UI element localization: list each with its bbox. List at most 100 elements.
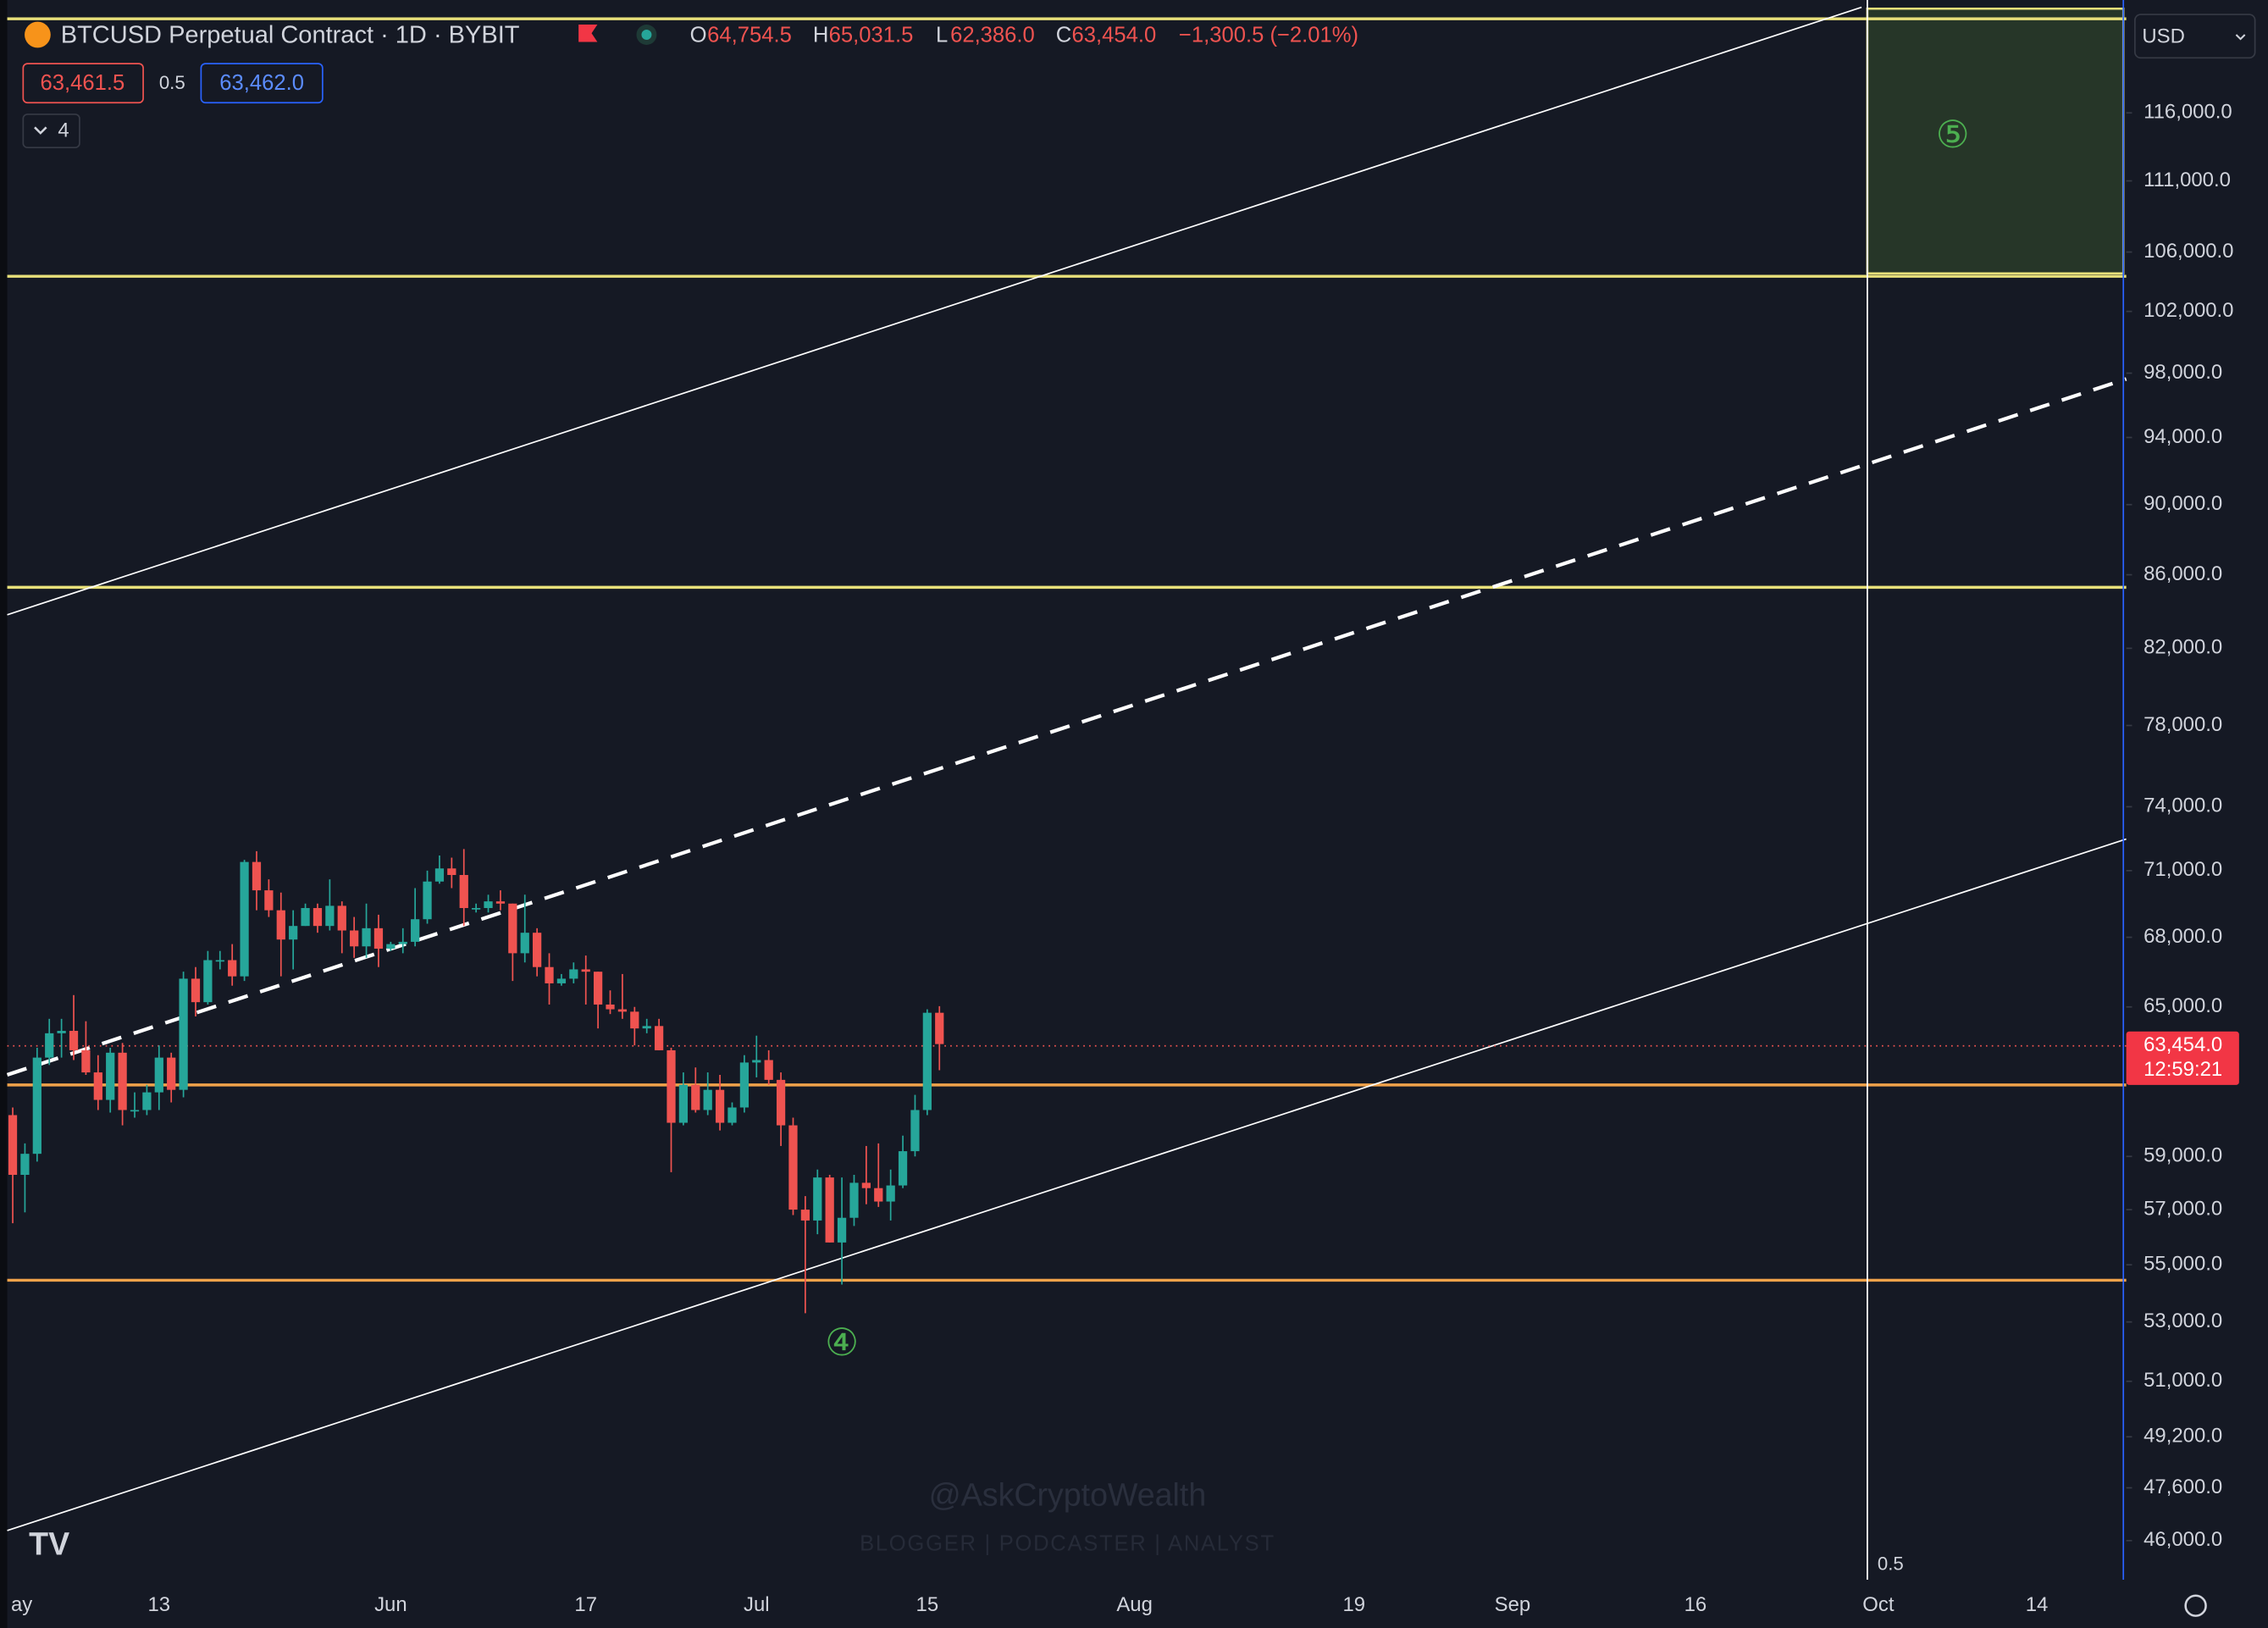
y-tick-label: 78,000.0 [2144,713,2222,736]
x-tick-label: Sep [1495,1593,1531,1616]
x-tick-label: 16 [1684,1593,1707,1616]
wave-label: ⑤ [1936,114,1970,156]
candle-body [581,969,590,972]
y-tick-label: 74,000.0 [2144,795,2222,817]
candle-body [556,978,567,983]
candle-body [373,928,384,949]
candle-body [874,1188,883,1202]
candle-body [922,1012,932,1110]
candle-body [910,1110,920,1152]
candle-body [167,1057,176,1090]
wave-label: ④ [825,1322,859,1364]
y-tick-label: 47,600.0 [2144,1476,2222,1498]
candle-body [520,933,529,954]
watermark-sub: BLOGGER | PODCASTER | ANALYST [860,1532,1275,1556]
y-tick-label: 65,000.0 [2144,994,2222,1017]
candle-body [667,1049,676,1123]
indicator-count: 4 [58,119,69,142]
candle-body [81,1049,91,1073]
symbol[interactable]: BTCUSD Perpetual Contract · 1D · BYBIT [61,21,520,48]
candle-body [179,978,188,1090]
candle-body [849,1182,859,1218]
currency[interactable]: USD [2142,25,2184,48]
candle-body [459,874,468,909]
candle-body [69,1031,79,1050]
bid-box[interactable] [22,63,144,104]
settings-icon[interactable] [2184,1594,2207,1617]
candle-body [508,903,517,954]
y-tick-label: 116,000.0 [2144,101,2232,124]
candle-body [788,1125,798,1210]
y-tick-label: 82,000.0 [2144,636,2222,659]
candle-body [861,1182,871,1188]
candle-body [398,941,407,944]
tv-logo: TV [29,1526,69,1562]
ohlc-value: 62,386.0 [950,23,1035,47]
ask-box[interactable] [200,63,324,104]
candle-body [106,1052,115,1100]
candle-body [434,868,445,882]
last-price: 63,454.0 [2144,1033,2222,1056]
y-tick-label: 86,000.0 [2144,562,2222,585]
candle-body [752,1060,761,1063]
ask[interactable]: 63,462.0 [219,71,304,95]
candle-body [764,1060,773,1080]
candle-body [325,905,335,927]
x-tick-label: Oct [1862,1593,1895,1616]
currency-select[interactable] [2134,14,2256,59]
candle-body [350,930,359,947]
drawings [6,0,2127,1580]
x-tick-label: 13 [148,1593,171,1616]
y-tick-label: 106,000.0 [2144,240,2233,263]
ohlc-key: C [1056,23,1072,47]
y-tick-label: 68,000.0 [2144,925,2222,948]
candle-body [886,1185,895,1202]
candle-body [837,1217,847,1243]
candle-body [32,1057,41,1155]
indicator-toggle[interactable] [22,114,80,149]
candle-body [617,1009,628,1012]
candle-body [642,1026,651,1029]
fib-label: 0.5 [1878,1553,1904,1575]
flag[interactable] [578,25,598,42]
ohlc-value: 64,754.5 [707,23,792,47]
candle-body [142,1092,152,1110]
candle-body [813,1177,822,1221]
ohlc-key: O [690,23,707,47]
y-tick-label: 94,000.0 [2144,425,2222,448]
candles [8,849,944,1314]
price-axis: 116,000.0 111,000.0 106,000.0 102,000.0 98,0… [2126,101,2233,1551]
chevron [2235,34,2246,41]
candle-body [533,933,542,967]
x-tick-label: ay [11,1593,32,1616]
target-zone [1866,7,2125,275]
candle-body [484,901,493,909]
candle-body [276,910,285,940]
left-edge [0,0,8,1628]
channel-upper [7,6,1862,616]
ohlc-value: 65,031.5 [829,23,914,47]
bid[interactable]: 63,461.5 [41,71,125,95]
y-tick-label: 51,000.0 [2144,1369,2222,1392]
candle-body [154,1057,163,1093]
candle-body [715,1089,725,1123]
x-tick-label: 19 [1342,1593,1365,1616]
candle-body [252,861,262,891]
x-tick-label: 14 [2026,1593,2049,1616]
chevron [34,126,47,135]
candle-body [203,960,213,1003]
candle-body [691,1084,700,1110]
candle-body [423,881,432,920]
candle-body [569,969,578,979]
candle-body [228,960,237,977]
candle-body [20,1154,30,1175]
y-tick-label: 111,000.0 [2144,169,2231,191]
time-axis: ay 13 Jun 17 Jul 15 Aug 19 Sep 16 Oct 14 [11,1593,2048,1616]
y-tick-label: 53,000.0 [2144,1310,2222,1332]
candle-body [472,908,481,910]
y-tick-label: 57,000.0 [2144,1197,2222,1220]
x-tick-label: Jun [374,1593,407,1616]
candle-body [386,944,396,949]
candle-body [264,890,274,911]
